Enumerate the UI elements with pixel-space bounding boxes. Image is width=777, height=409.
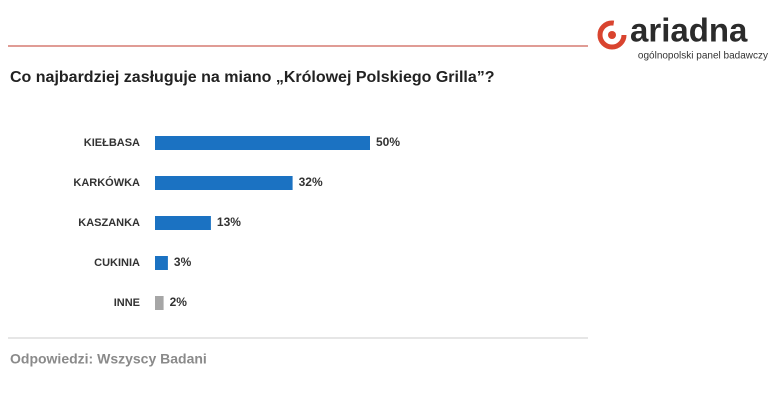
- bar: [155, 216, 211, 230]
- logo: ariadna ogólnopolski panel badawczy: [597, 12, 768, 62]
- value-label: 32%: [299, 175, 323, 189]
- category-label: CUKINIA: [94, 257, 140, 269]
- logo-tagline: ogólnopolski panel badawczy: [638, 51, 768, 62]
- bar: [155, 136, 370, 150]
- bar: [155, 296, 164, 310]
- category-label: KIEŁBASA: [84, 137, 140, 149]
- value-label: 50%: [376, 135, 400, 149]
- logo-icon: [597, 20, 627, 50]
- category-label: KARKÓWKA: [73, 176, 140, 189]
- value-label: 3%: [174, 255, 192, 269]
- bar: [155, 256, 168, 270]
- logo-icon-dot: [608, 31, 616, 39]
- logo-name: ariadna: [630, 12, 748, 49]
- bar: [155, 176, 293, 190]
- footnote: Odpowiedzi: Wszyscy Badani: [10, 351, 207, 367]
- value-label: 2%: [170, 295, 188, 309]
- category-label: INNE: [114, 297, 140, 309]
- value-label: 13%: [217, 215, 241, 229]
- chart-title: Co najbardziej zasługuje na miano „Królo…: [10, 69, 495, 86]
- category-label: KASZANKA: [78, 217, 140, 229]
